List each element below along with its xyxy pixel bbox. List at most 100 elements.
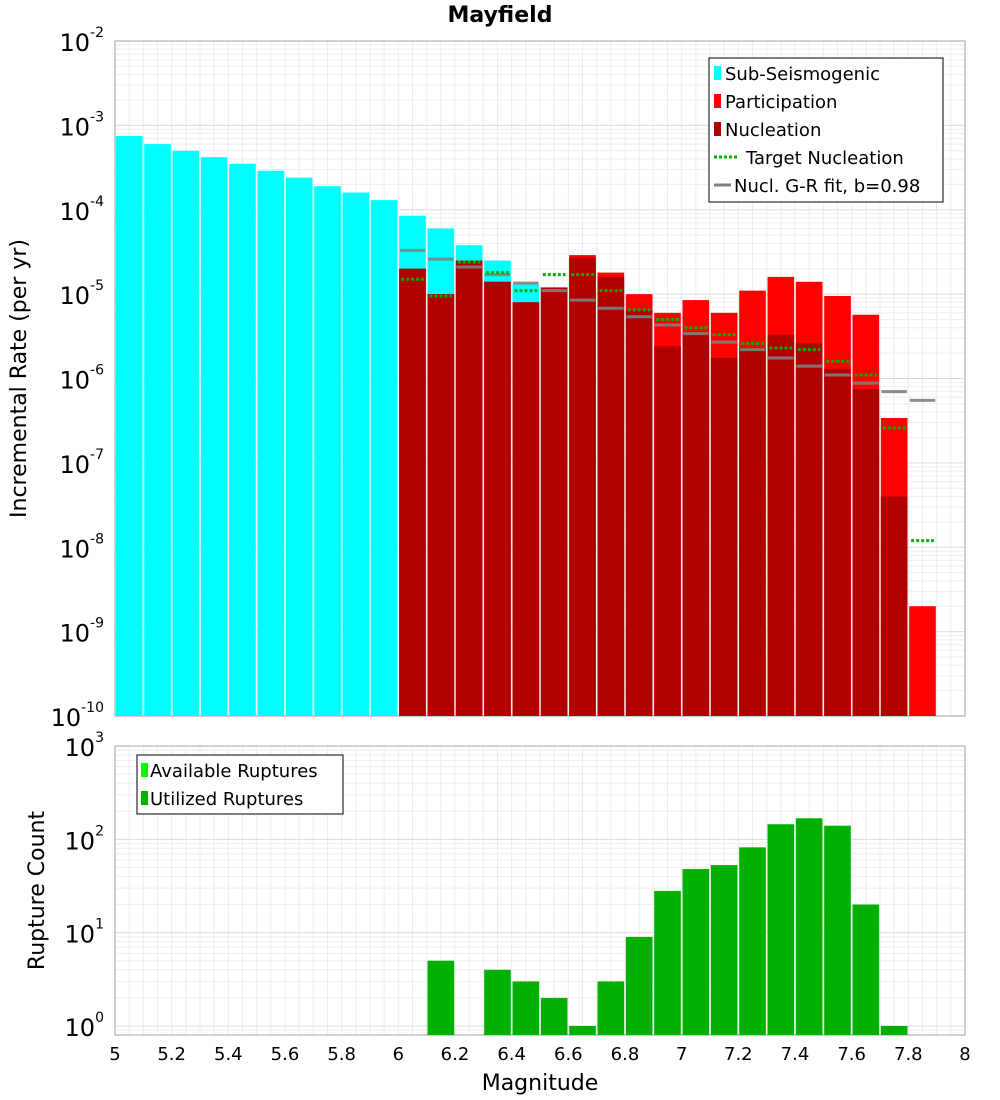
x-tick-label: 7 [676, 1044, 687, 1065]
utilized-ruptures-bar [739, 847, 766, 1035]
top-y-axis-label: Incremental Rate (per yr) [7, 239, 32, 518]
bottom-panel-y-tick-label: 100 [65, 1010, 104, 1042]
x-tick-label: 5.8 [327, 1044, 356, 1065]
nucleation-bar [399, 268, 426, 716]
tick-exponent: -2 [90, 25, 104, 41]
tick-exponent: -6 [90, 363, 104, 379]
tick-exponent: -9 [90, 616, 104, 632]
sub-seismogenic-bar [370, 200, 398, 716]
utilized-ruptures-bar [682, 869, 710, 1035]
utilized-ruptures-bar [654, 890, 681, 1035]
tick-exponent: -7 [90, 447, 104, 463]
x-tick-label: 7.4 [781, 1044, 810, 1065]
x-tick-label: 6.2 [441, 1044, 470, 1065]
top-panel-gridlines [114, 40, 966, 717]
sub-seismogenic-bar [285, 177, 313, 716]
bottom-bars [427, 818, 908, 1035]
top-panel-y-tick-label: 10-10 [51, 700, 104, 732]
tick-base: 10 [65, 734, 96, 762]
bottom-legend: Available Ruptures Utilized Ruptures [136, 754, 344, 815]
nucleation-bar [682, 332, 710, 716]
nucleation-bar [455, 260, 483, 716]
top-panel-y-tick-label: 10-2 [59, 25, 104, 57]
top-legend-box [708, 57, 944, 203]
nucleation-bar [852, 389, 880, 716]
top-panel-y-tick-label: 10-8 [59, 531, 104, 563]
tick-exponent: -5 [90, 278, 104, 294]
x-tick-label: 6.6 [554, 1044, 583, 1065]
legend-swatch [714, 66, 721, 80]
sub-seismogenic-bar [342, 192, 370, 717]
legend-swatch [141, 763, 148, 777]
tick-base: 10 [59, 620, 90, 648]
top-panel-plot-border [114, 40, 966, 717]
sub-seismogenic-bar [144, 144, 171, 716]
nucleation-bar [569, 257, 596, 716]
sub-seismogenic-bar [229, 163, 256, 717]
tick-exponent: -3 [90, 109, 104, 125]
nucleation-bar [767, 334, 795, 716]
top-legend: Sub-Seismogenic Participation Nucleation Ta… [708, 57, 944, 203]
tick-exponent: -8 [90, 531, 104, 547]
utilized-ruptures-bar [710, 865, 738, 1035]
sub-seismogenic-bar [257, 170, 285, 716]
legend-label: Participation [725, 92, 837, 113]
legend-label: Target Nucleation [745, 148, 904, 169]
tick-base: 10 [51, 704, 82, 732]
nucleation-bar [625, 309, 653, 716]
utilized-ruptures-bar [512, 981, 540, 1035]
tick-base: 10 [65, 827, 96, 855]
utilized-ruptures-bar [767, 824, 795, 1035]
tick-exponent: -4 [90, 194, 104, 210]
top-bars [115, 135, 936, 717]
x-axis-label: Magnitude [482, 1071, 599, 1096]
x-tick-label: 8 [959, 1044, 970, 1065]
x-tick-label: 5.6 [271, 1044, 300, 1065]
legend-label: Available Ruptures [150, 761, 318, 782]
utilized-ruptures-bar [484, 969, 511, 1035]
tick-base: 10 [59, 535, 90, 563]
nucleation-bar [427, 294, 455, 716]
tick-base: 10 [59, 113, 90, 141]
top-panel-y-tick-label: 10-4 [59, 194, 104, 226]
legend-swatch [141, 791, 148, 805]
nucleation-bar [540, 287, 568, 716]
bottom-panel-plot-border [114, 745, 966, 1036]
x-tick-label: 5.4 [214, 1044, 243, 1065]
top-panel-y-tick-label: 10-7 [59, 447, 104, 479]
x-tick-label: 5.2 [157, 1044, 186, 1065]
sub-seismogenic-bar [115, 135, 143, 717]
tick-exponent: 0 [95, 1010, 104, 1026]
bottom-panel-y-tick-label: 102 [65, 823, 104, 855]
x-tick-label: 6 [393, 1044, 404, 1065]
nucleation-bar [597, 276, 625, 716]
legend-label: Nucleation [725, 120, 821, 141]
tick-base: 10 [65, 1014, 96, 1042]
sub-seismogenic-bar [314, 186, 341, 716]
nucleation-bar [880, 496, 908, 716]
legend-label: Sub-Seismogenic [725, 64, 880, 85]
top-panel-y-tick-label: 10-3 [59, 109, 104, 141]
utilized-ruptures-bar [427, 960, 455, 1035]
nucleation-bar [739, 347, 766, 716]
bottom-panel-y-tick-label: 103 [65, 730, 104, 762]
utilized-ruptures-bar [569, 1025, 596, 1035]
nucleation-bar [795, 343, 823, 716]
legend-swatch [714, 94, 721, 108]
top-line-marks [399, 248, 936, 543]
utilized-ruptures-bar [597, 981, 625, 1035]
legend-label: Utilized Ruptures [150, 789, 303, 810]
utilized-ruptures-bar [824, 825, 851, 1035]
utilized-ruptures-bar [795, 818, 823, 1035]
legend-swatch [714, 122, 721, 136]
tick-exponent: 2 [95, 823, 104, 839]
participation-bar [909, 606, 936, 716]
utilized-ruptures-bar [880, 1025, 908, 1035]
tick-exponent: 3 [95, 730, 104, 746]
top-panel-y-tick-label: 10-5 [59, 278, 104, 310]
bottom-panel-y-tick-label: 101 [65, 917, 104, 949]
utilized-ruptures-bar [852, 904, 880, 1035]
nucleation-bar [654, 346, 681, 716]
